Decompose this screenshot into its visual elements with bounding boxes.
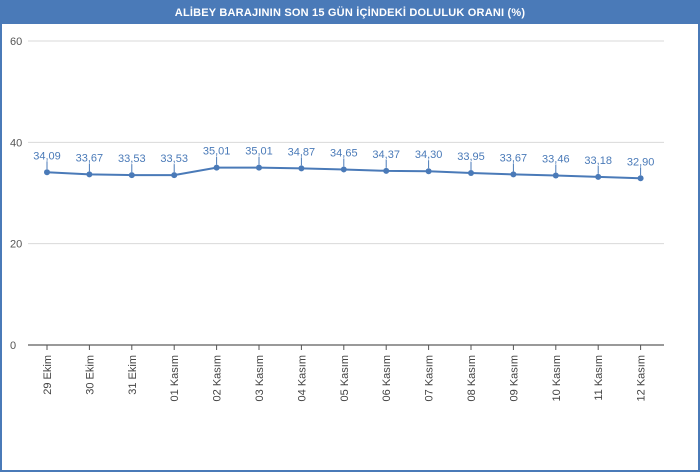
x-tick-label: 05 Kasım xyxy=(339,355,351,401)
data-point xyxy=(86,171,93,178)
data-label: 33,95 xyxy=(457,151,485,163)
data-label: 33,67 xyxy=(76,152,104,164)
data-label: 33,46 xyxy=(542,153,570,165)
y-tick-label: 0 xyxy=(10,340,16,352)
data-label: 34,37 xyxy=(372,149,400,161)
x-tick-label: 07 Kasım xyxy=(424,355,436,401)
x-tick-label: 06 Kasım xyxy=(381,355,393,401)
data-label: 34,30 xyxy=(415,149,443,161)
x-tick-label: 03 Kasım xyxy=(254,355,266,401)
y-tick-label: 20 xyxy=(10,239,22,251)
x-tick-label: 02 Kasım xyxy=(212,355,224,401)
x-tick-label: 01 Kasım xyxy=(169,355,181,401)
data-point xyxy=(256,164,262,171)
chart-title: ALİBEY BARAJININ SON 15 GÜN İÇİNDEKİ DOL… xyxy=(2,2,698,24)
data-point xyxy=(468,169,474,176)
x-tick-label: 08 Kasım xyxy=(466,355,478,401)
data-label: 33,53 xyxy=(160,153,188,165)
data-label: 33,53 xyxy=(118,153,146,165)
data-label: 34,09 xyxy=(33,150,61,162)
data-point xyxy=(425,168,432,175)
data-point xyxy=(552,172,559,179)
x-tick-label: 31 Ekim xyxy=(127,355,139,395)
x-tick-label: 12 Kasım xyxy=(636,355,648,401)
data-point xyxy=(383,167,390,174)
x-tick-label: 29 Ekim xyxy=(42,355,54,395)
x-tick-label: 30 Ekim xyxy=(84,355,96,395)
data-point xyxy=(128,172,135,179)
data-label: 33,67 xyxy=(500,152,528,164)
y-tick-label: 60 xyxy=(10,36,22,48)
data-label: 34,65 xyxy=(330,147,358,159)
data-point xyxy=(510,171,517,178)
data-label: 33,18 xyxy=(584,155,612,167)
x-tick-label: 11 Kasım xyxy=(593,355,605,401)
x-tick-label: 04 Kasım xyxy=(296,355,308,401)
data-label: 35,01 xyxy=(203,146,231,158)
data-point xyxy=(298,165,305,172)
data-point xyxy=(171,172,178,179)
x-tick-label: 10 Kasım xyxy=(551,355,563,401)
data-point xyxy=(44,169,50,176)
data-point xyxy=(213,164,220,171)
x-tick-label: 09 Kasım xyxy=(508,355,520,401)
y-tick-label: 40 xyxy=(10,137,22,149)
data-point xyxy=(637,175,644,182)
data-label: 35,01 xyxy=(245,146,273,158)
data-label: 34,87 xyxy=(288,146,316,158)
data-label: 32,90 xyxy=(627,156,655,168)
data-point xyxy=(595,173,602,180)
data-point xyxy=(340,166,347,173)
